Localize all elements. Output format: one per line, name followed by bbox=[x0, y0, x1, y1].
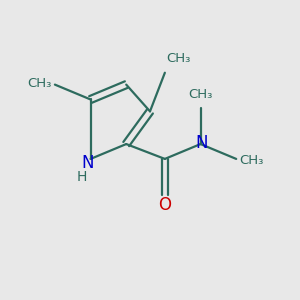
Text: N: N bbox=[196, 134, 208, 152]
Text: CH₃: CH₃ bbox=[166, 52, 191, 65]
Text: O: O bbox=[158, 196, 171, 214]
Text: CH₃: CH₃ bbox=[28, 76, 52, 90]
Text: H: H bbox=[76, 170, 87, 184]
Text: CH₃: CH₃ bbox=[239, 154, 263, 167]
Text: CH₃: CH₃ bbox=[188, 88, 213, 101]
Text: N: N bbox=[81, 154, 94, 172]
